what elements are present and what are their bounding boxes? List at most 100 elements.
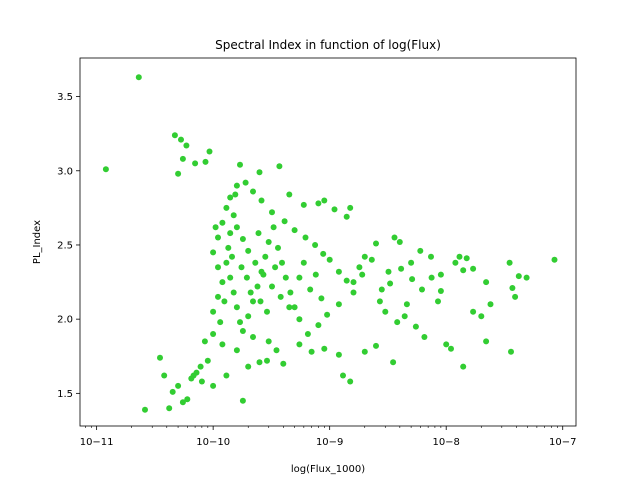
data-point bbox=[282, 274, 289, 281]
data-point bbox=[508, 348, 514, 355]
data-point bbox=[276, 163, 283, 170]
data-point bbox=[247, 289, 254, 296]
x-tick-label: 10−9 bbox=[316, 437, 343, 448]
data-point bbox=[396, 239, 403, 245]
data-point bbox=[219, 341, 226, 348]
points-layer bbox=[102, 74, 558, 413]
data-point bbox=[237, 161, 243, 168]
y-tick-label: 1.5 bbox=[57, 389, 73, 400]
data-point bbox=[321, 345, 328, 352]
data-point bbox=[321, 197, 328, 204]
data-point bbox=[192, 160, 199, 167]
data-point bbox=[512, 293, 519, 300]
data-point bbox=[437, 288, 444, 294]
data-point bbox=[239, 328, 246, 334]
data-point bbox=[215, 264, 221, 271]
data-point bbox=[296, 316, 303, 323]
data-point bbox=[256, 359, 263, 366]
data-point bbox=[184, 396, 191, 403]
data-point bbox=[359, 271, 366, 278]
data-point bbox=[190, 372, 197, 379]
data-point bbox=[215, 293, 221, 300]
data-point bbox=[347, 378, 354, 385]
data-point bbox=[412, 323, 419, 330]
data-point bbox=[254, 283, 261, 290]
data-point bbox=[275, 244, 281, 251]
data-point bbox=[448, 345, 454, 352]
data-point bbox=[225, 244, 232, 251]
data-point bbox=[242, 179, 249, 186]
data-point bbox=[487, 301, 494, 308]
data-point bbox=[419, 286, 425, 293]
data-point bbox=[219, 219, 226, 226]
data-point bbox=[291, 304, 298, 311]
data-point bbox=[408, 259, 415, 266]
data-point bbox=[335, 268, 342, 275]
data-point bbox=[264, 357, 270, 364]
data-point bbox=[409, 276, 416, 283]
data-point bbox=[335, 301, 342, 308]
data-point bbox=[315, 322, 322, 329]
data-point bbox=[210, 249, 217, 256]
data-point bbox=[250, 188, 256, 195]
x-tick-label: 10−7 bbox=[549, 437, 576, 448]
data-point bbox=[324, 311, 331, 318]
data-point bbox=[169, 388, 176, 395]
data-point bbox=[233, 304, 240, 311]
data-point bbox=[245, 247, 252, 254]
data-point bbox=[273, 347, 280, 354]
data-point bbox=[201, 338, 208, 345]
data-point bbox=[302, 234, 309, 241]
data-point bbox=[335, 351, 342, 358]
data-point bbox=[350, 279, 357, 286]
data-point bbox=[223, 204, 230, 211]
data-point bbox=[385, 268, 392, 275]
data-point bbox=[421, 334, 428, 340]
data-point bbox=[258, 197, 265, 204]
data-point bbox=[401, 313, 408, 320]
data-point bbox=[382, 308, 389, 315]
data-point bbox=[361, 348, 368, 355]
data-point bbox=[515, 273, 522, 280]
data-point bbox=[387, 280, 394, 287]
data-point bbox=[221, 298, 228, 305]
data-point bbox=[239, 397, 246, 404]
data-point bbox=[280, 360, 287, 367]
data-point bbox=[265, 338, 272, 345]
data-point bbox=[227, 230, 234, 237]
data-point bbox=[269, 209, 275, 216]
data-point bbox=[233, 224, 240, 231]
data-point bbox=[175, 382, 182, 389]
data-point bbox=[347, 204, 354, 211]
data-point bbox=[435, 298, 441, 305]
data-point bbox=[197, 363, 204, 370]
data-point bbox=[215, 234, 221, 241]
data-point bbox=[183, 142, 190, 149]
y-axis-ticks: 1.5 2.0 2.5 3.0 3.5 bbox=[57, 92, 80, 400]
data-point bbox=[281, 218, 288, 225]
data-point bbox=[142, 406, 148, 413]
data-point bbox=[437, 271, 444, 278]
data-point bbox=[256, 169, 263, 176]
chart-title: Spectral Index in function of log(Flux) bbox=[215, 38, 441, 52]
data-point bbox=[509, 285, 516, 291]
data-point bbox=[478, 313, 485, 320]
data-point bbox=[230, 289, 237, 296]
x-tick-label: 10−10 bbox=[196, 437, 230, 448]
data-point bbox=[296, 341, 303, 348]
data-point bbox=[307, 286, 314, 293]
data-point bbox=[286, 191, 293, 198]
data-point bbox=[287, 289, 294, 296]
data-point bbox=[300, 201, 307, 208]
data-point bbox=[232, 191, 239, 198]
data-point bbox=[456, 253, 463, 260]
data-point bbox=[391, 234, 398, 241]
data-point bbox=[269, 283, 275, 290]
data-point bbox=[230, 212, 237, 219]
data-point bbox=[262, 253, 269, 260]
data-point bbox=[227, 274, 234, 281]
data-point bbox=[326, 256, 333, 263]
